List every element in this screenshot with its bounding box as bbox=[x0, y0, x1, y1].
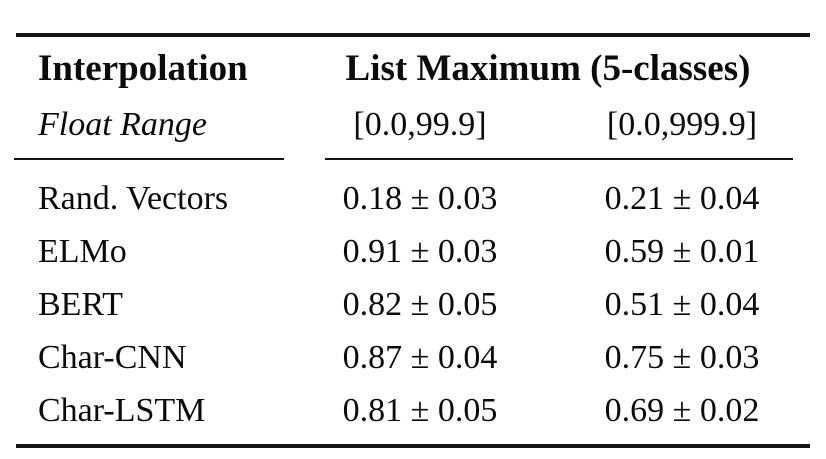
table-row-bert: BERT 0.82 ± 0.05 0.51 ± 0.04 bbox=[16, 278, 810, 331]
table-bottom-rule bbox=[16, 444, 810, 448]
table-row-elmo: ELMo 0.91 ± 0.03 0.59 ± 0.01 bbox=[16, 225, 810, 278]
table-header-row: Interpolation List Maximum (5-classes) bbox=[16, 37, 810, 99]
column-header-interpolation: Interpolation bbox=[38, 47, 248, 89]
table-mid-rule-left bbox=[14, 158, 284, 160]
table-top-rule bbox=[16, 33, 810, 37]
subheader-range-1: [0.0,99.9] bbox=[353, 106, 487, 143]
table-subheader-row: Float Range [0.0,99.9] [0.0,999.9] bbox=[16, 99, 810, 151]
value-range-2: 0.75 ± 0.03 bbox=[604, 338, 760, 376]
table-mid-rule-right bbox=[325, 158, 793, 160]
header-body-separator-gap bbox=[16, 151, 810, 172]
value-range-2: 0.59 ± 0.01 bbox=[604, 232, 760, 270]
model-name: Char-CNN bbox=[38, 338, 187, 376]
column-group-header-list-maximum: List Maximum (5-classes) bbox=[345, 47, 751, 89]
value-range-1: 0.18 ± 0.03 bbox=[342, 179, 498, 217]
subheader-float-range: Float Range bbox=[38, 106, 208, 143]
value-range-1: 0.91 ± 0.03 bbox=[342, 232, 498, 270]
table-row-char-cnn: Char-CNN 0.87 ± 0.04 0.75 ± 0.03 bbox=[16, 331, 810, 384]
model-name: BERT bbox=[38, 285, 123, 323]
model-name: Rand. Vectors bbox=[38, 179, 229, 217]
table-row-char-lstm: Char-LSTM 0.81 ± 0.05 0.69 ± 0.02 bbox=[16, 384, 810, 437]
value-range-2: 0.69 ± 0.02 bbox=[604, 391, 760, 429]
value-range-1: 0.87 ± 0.04 bbox=[342, 338, 498, 376]
results-table: Interpolation List Maximum (5-classes) F… bbox=[16, 37, 810, 437]
value-range-1: 0.81 ± 0.05 bbox=[342, 391, 498, 429]
value-range-2: 0.51 ± 0.04 bbox=[604, 285, 760, 323]
subheader-range-2: [0.0,999.9] bbox=[606, 106, 758, 143]
model-name: Char-LSTM bbox=[38, 391, 206, 429]
table-row-rand-vectors: Rand. Vectors 0.18 ± 0.03 0.21 ± 0.04 bbox=[16, 172, 810, 225]
value-range-2: 0.21 ± 0.04 bbox=[604, 179, 760, 217]
model-name: ELMo bbox=[38, 232, 127, 270]
value-range-1: 0.82 ± 0.05 bbox=[342, 285, 498, 323]
